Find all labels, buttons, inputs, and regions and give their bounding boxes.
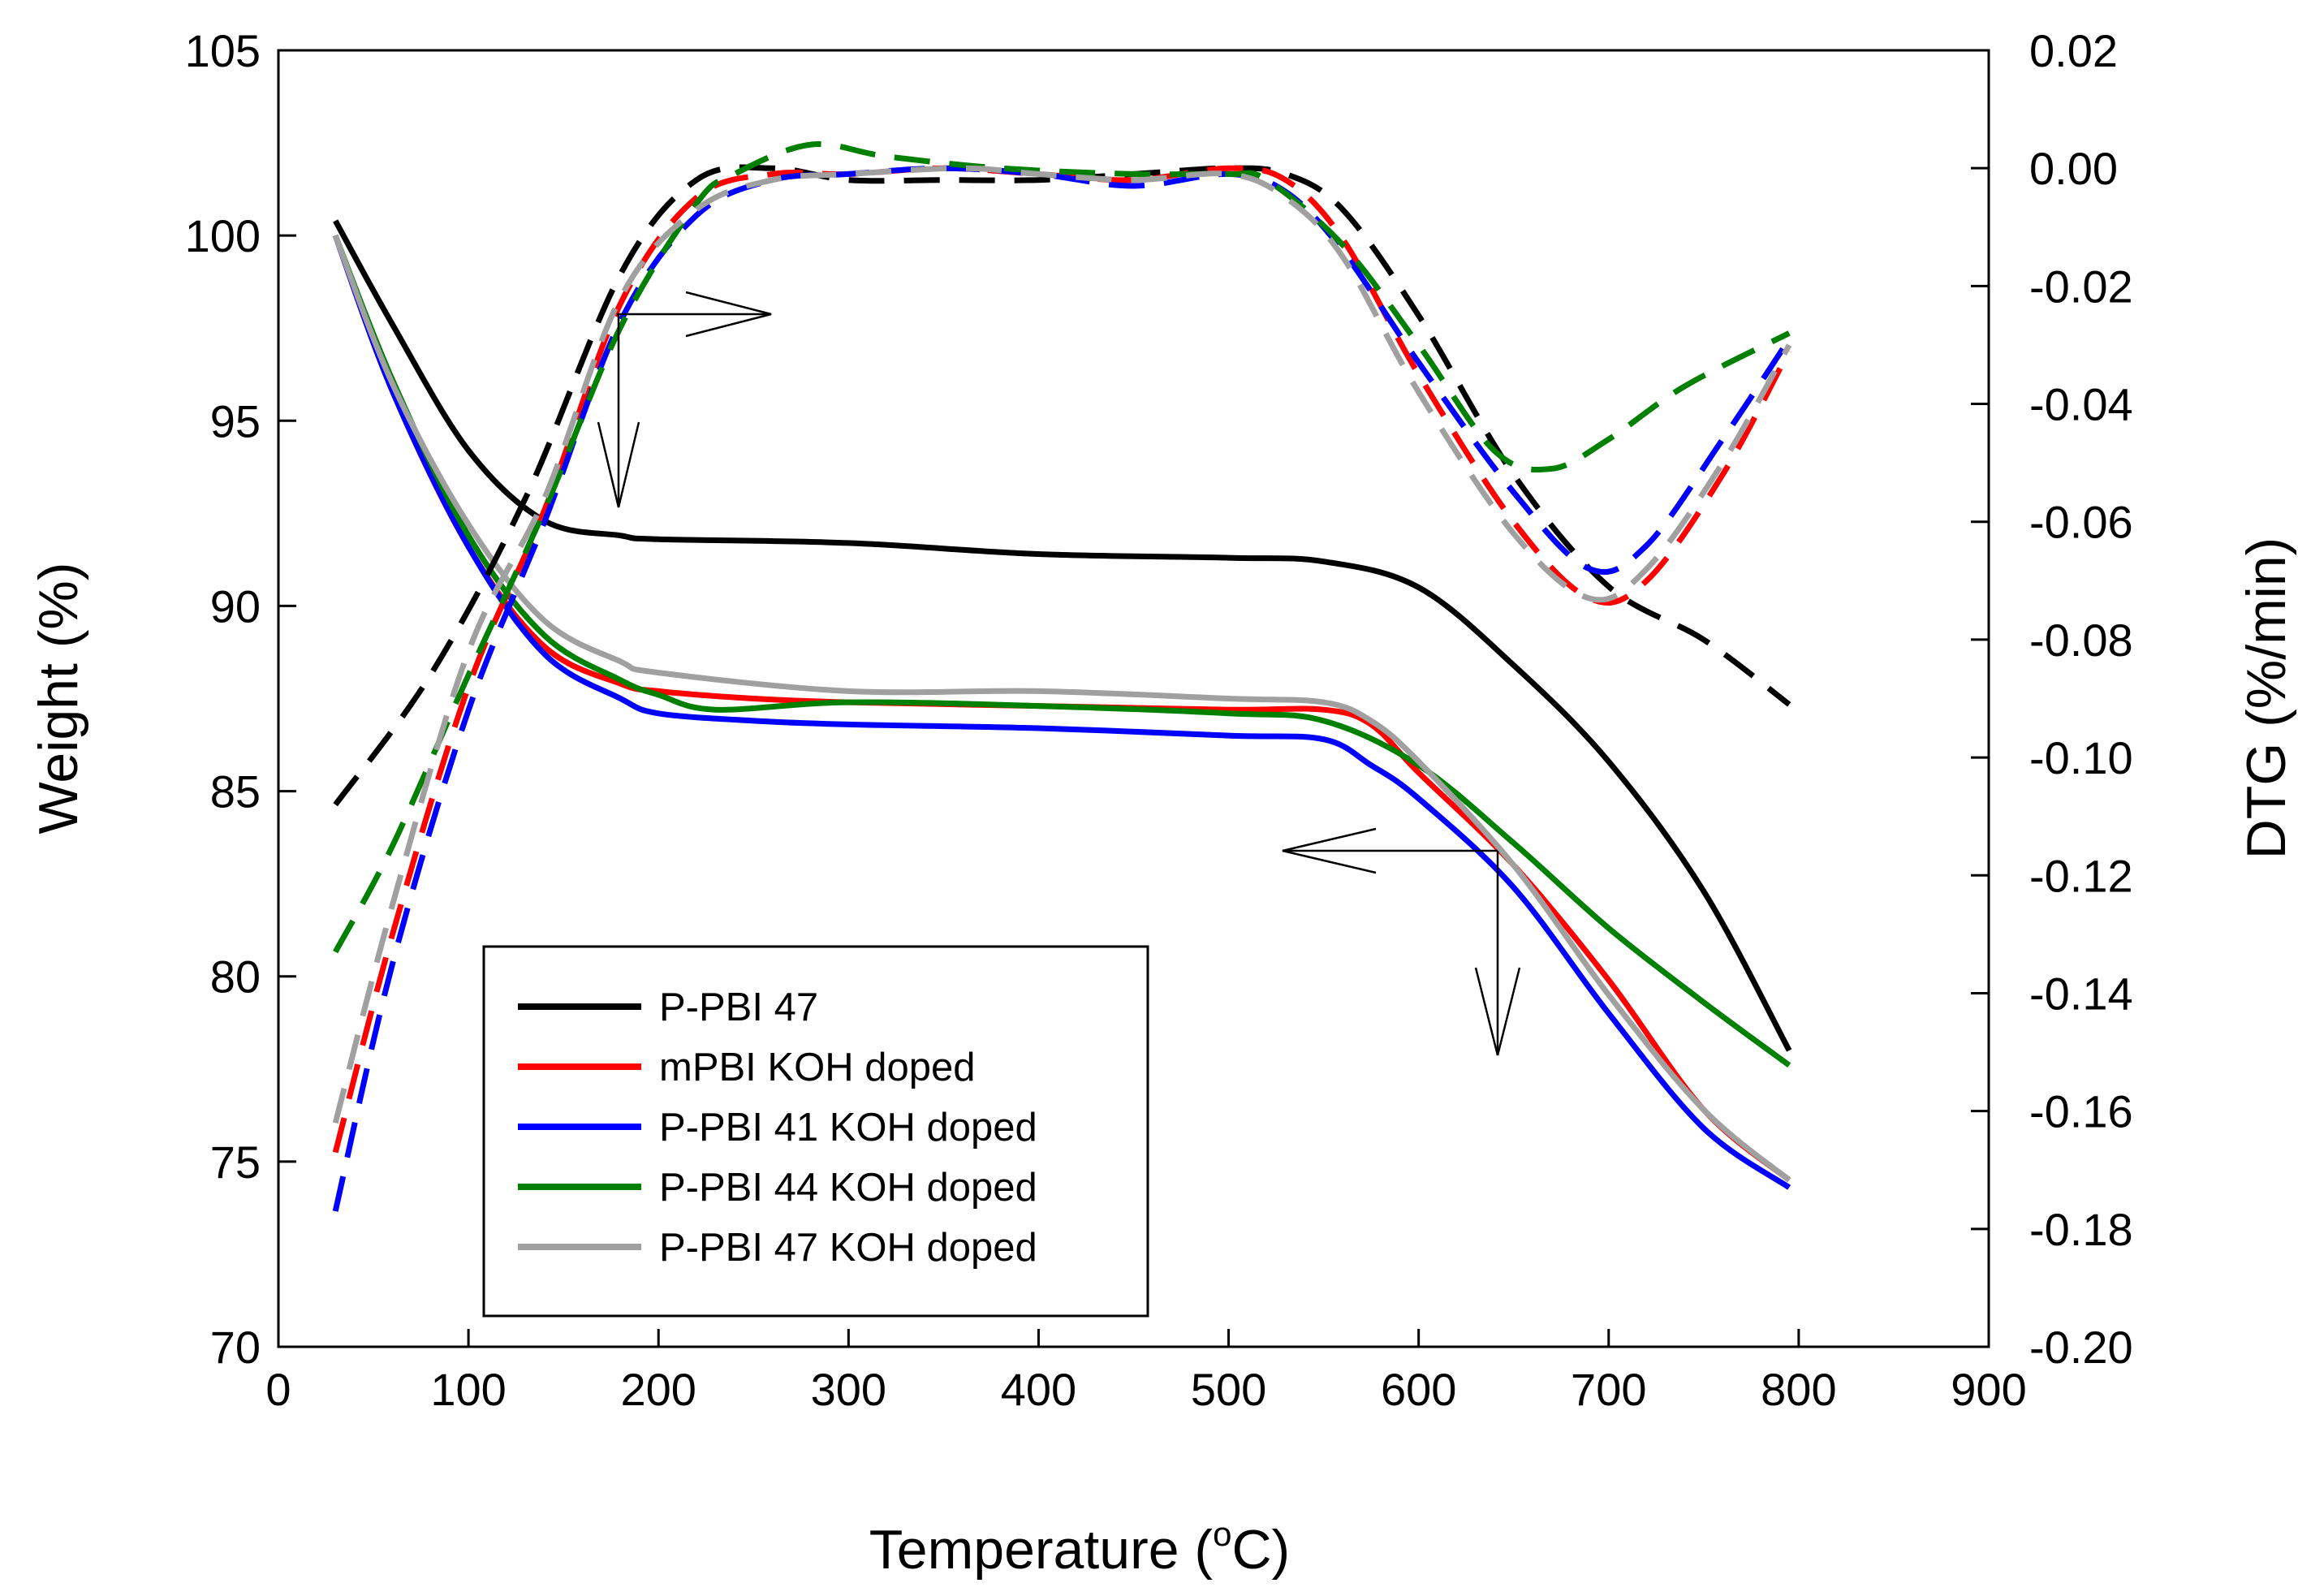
legend-label: P-PBI 44 KOH doped [659,1166,1037,1210]
y-left-tick-label: 80 [210,951,261,1003]
x-tick-label: 500 [1191,1364,1266,1415]
y-left-tick-label: 90 [210,580,261,632]
weight-series-line-3 [332,234,1791,1068]
plot-frame [277,49,1990,1348]
y-left-tick-label: 70 [210,1322,261,1373]
legend-label: P-PBI 41 KOH doped [659,1106,1037,1150]
y-axis-left-title: Weight (%) [28,562,89,834]
y-right-tick-label: -0.10 [2029,732,2133,783]
y-left-tick-label: 95 [210,395,261,446]
y-axis-right: -0.20 -0.18 -0.16 -0.14 -0.12 -0.10 -0.08 -0.06… [1971,25,2133,1373]
legend-label: P-PBI 47 KOH doped [659,1226,1037,1270]
x-tick-label: 0 [265,1364,291,1415]
x-tick-label: 200 [621,1364,696,1415]
y-right-tick-label: -0.02 [2029,261,2133,312]
x-axis-title: Temperature (oC) [869,1515,1290,1581]
y-right-tick-label: -0.12 [2029,850,2133,901]
y-right-tick-label: -0.14 [2029,968,2133,1019]
weight-series-line-2 [332,234,1791,1190]
y-right-tick-label: -0.18 [2029,1204,2133,1255]
dtg-series-line-5 [333,164,1791,807]
y-left-tick-label: 75 [210,1137,261,1188]
x-tick-label: 800 [1761,1364,1836,1415]
arrow-left-weight-axis [1282,827,1498,874]
x-tick-label: 700 [1571,1364,1646,1415]
y-axis-left: 70 75 80 85 90 95 100 105 [185,25,296,1373]
x-tick-label: 600 [1381,1364,1456,1415]
x-tick-label: 100 [430,1364,506,1415]
dtg-series-line-6 [332,165,1792,1154]
legend-items: P-PBI 47 mPBI KOH doped P-PBI 41 KOH doped… [518,986,1037,1270]
y-left-tick-label: 105 [185,25,261,76]
y-right-tick-label: -0.08 [2029,615,2133,666]
y-left-tick-label: 85 [210,766,261,817]
arrow-down-weight [1474,851,1521,1056]
legend-label: mPBI KOH doped [659,1046,975,1089]
arrow-down-dtg [597,314,640,508]
legend-label: P-PBI 47 [659,986,818,1029]
legend: P-PBI 47 mPBI KOH doped P-PBI 41 KOH doped… [482,945,1149,1318]
y-right-tick-label: -0.20 [2029,1322,2133,1373]
arrow-right-dtg-axis [617,291,772,338]
x-tick-label: 900 [1951,1364,2026,1415]
x-axis-title-unit: C) [1231,1519,1290,1581]
weight-series-line-0 [333,219,1792,1052]
y-right-tick-label: 0.02 [2029,25,2118,76]
x-tick-label: 300 [811,1364,886,1415]
y-right-tick-label: 0.00 [2029,143,2118,194]
series-layer [332,141,1792,1212]
y-right-tick-label: -0.04 [2029,379,2133,430]
x-axis: 0 100 200 300 400 500 600 700 800 900 [265,1329,2027,1415]
y-left-tick-label: 100 [185,210,261,261]
y-right-tick-label: -0.06 [2029,497,2133,548]
y-right-tick-label: -0.16 [2029,1086,2133,1137]
weight-series-line-4 [332,234,1791,1183]
dtg-series-line-9 [332,165,1792,1124]
annotation-arrows [597,291,1521,1056]
y-axis-right-title: DTG (%/min) [2235,537,2297,860]
x-tick-label: 400 [1001,1364,1076,1415]
x-axis-title-main: Temperature ( [869,1519,1214,1581]
x-axis-title-superscript: o [1213,1515,1231,1553]
